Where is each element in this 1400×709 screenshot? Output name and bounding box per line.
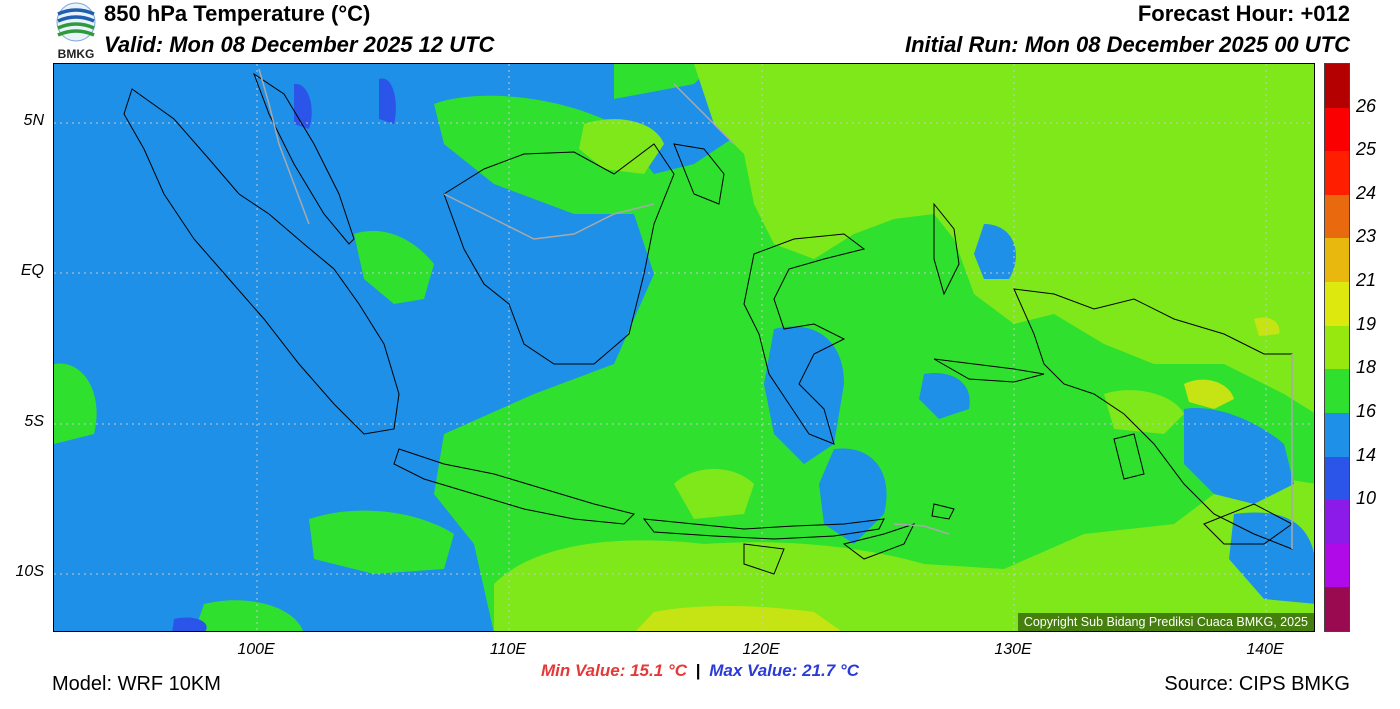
color-bar-label: 18 — [1356, 357, 1377, 378]
svg-text:BMKG: BMKG — [58, 47, 95, 60]
lon-label-110e: 110E — [489, 641, 527, 658]
color-bar-label: 23 — [1356, 226, 1377, 247]
color-bar-segment — [1325, 412, 1349, 458]
valid-time: Valid: Mon 08 December 2025 12 UTC — [104, 32, 495, 57]
map-canvas: Copyright Sub Bidang Prediksi Cuaca BMKG… — [54, 64, 1314, 631]
stats-separator: | — [695, 661, 701, 680]
color-bar-label: 24 — [1356, 182, 1377, 203]
field-21-23 — [635, 317, 1280, 631]
color-bar-segment — [1325, 325, 1349, 370]
coastlines — [123, 72, 1293, 575]
field-14-16-patches — [172, 78, 396, 631]
data-source: Source: CIPS BMKG — [1164, 673, 1350, 695]
bmkg-logo: BMKG — [52, 2, 100, 61]
lon-label-130e: 130E — [994, 641, 1032, 658]
color-bar-segment — [1325, 282, 1349, 327]
forecast-hour: Forecast Hour: +012 — [1137, 1, 1350, 26]
temperature-map[interactable]: Copyright Sub Bidang Prediksi Cuaca BMKG… — [53, 63, 1315, 632]
lon-label-140e: 140E — [1246, 641, 1284, 658]
lat-label-5s: 5S — [24, 413, 44, 430]
color-bar-label: 21 — [1356, 270, 1377, 291]
color-bar-label: 10 — [1356, 488, 1377, 509]
color-bar — [1324, 63, 1350, 632]
political-borders — [258, 68, 1293, 549]
model-name: Model: WRF 10KM — [52, 673, 221, 695]
color-bar-label: 16 — [1356, 400, 1377, 421]
color-bar-segment — [1325, 194, 1349, 239]
copyright-notice: Copyright Sub Bidang Prediksi Cuaca BMKG… — [1017, 613, 1314, 631]
min-max-stats: Min Value: 15.1 °C | Max Value: 21.7 °C — [0, 661, 1400, 681]
max-value: Max Value: 21.7 °C — [709, 661, 860, 680]
color-bar-segment — [1325, 456, 1349, 501]
lon-label-100e: 100E — [237, 641, 275, 658]
color-bar-segment — [1325, 369, 1349, 414]
color-bar-label: 25 — [1356, 139, 1377, 160]
initial-run-time: Initial Run: Mon 08 December 2025 00 UTC — [904, 32, 1350, 57]
color-bar-segment — [1325, 151, 1349, 196]
color-bar-segment — [1325, 238, 1349, 283]
lat-label-5n: 5N — [23, 112, 44, 129]
lon-label-120e: 120E — [742, 641, 780, 658]
color-bar-segment — [1325, 107, 1349, 152]
color-bar-label: 19 — [1356, 313, 1377, 334]
lat-label-eq: EQ — [20, 262, 44, 279]
color-bar-label: 14 — [1356, 444, 1377, 465]
min-value: Min Value: 15.1 °C — [540, 661, 687, 680]
lat-label-10s: 10S — [15, 563, 44, 580]
color-bar-label: 26 — [1356, 95, 1377, 116]
color-bar-segment — [1325, 587, 1349, 632]
color-bar-segment — [1325, 64, 1349, 109]
chart-title: 850 hPa Temperature (°C) — [104, 1, 371, 26]
color-bar-segment — [1325, 543, 1349, 588]
color-bar-segment — [1325, 500, 1349, 545]
